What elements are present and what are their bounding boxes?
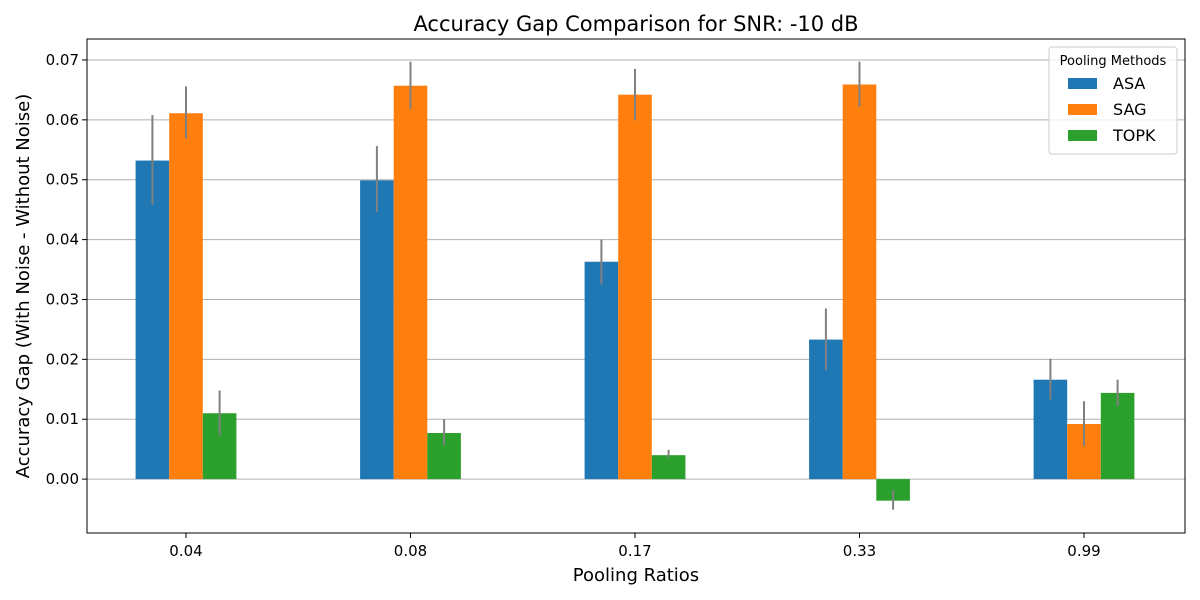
legend-swatch-sag (1068, 104, 1097, 115)
bar-asa-0.08 (360, 180, 394, 480)
legend-label-topk: TOPK (1112, 126, 1156, 145)
legend-label-asa: ASA (1113, 74, 1145, 93)
bar-sag-0.17 (618, 94, 652, 480)
legend-items: ASA SAG TOPK (1068, 74, 1156, 145)
y-tick-label: 0.04 (46, 231, 79, 249)
y-axis-label: Accuracy Gap (With Noise - Without Noise… (13, 94, 34, 479)
legend: Pooling Methods ASA SAG TOPK (1048, 46, 1178, 155)
y-tick-label: 0.01 (46, 410, 79, 428)
y-tick-label: 0.05 (46, 171, 79, 189)
bar-topk-0.99 (1100, 392, 1135, 480)
y-tick-label: 0.03 (46, 290, 79, 308)
y-tick-label: 0.00 (46, 470, 79, 488)
bar-sag-0.33 (842, 84, 877, 480)
x-tick-label: 0.08 (394, 542, 427, 560)
bar-sag-0.04 (169, 113, 203, 480)
y-tick-label: 0.07 (46, 51, 79, 69)
legend-title: Pooling Methods (1060, 54, 1167, 69)
legend-label-sag: SAG (1113, 100, 1147, 119)
legend-box (1048, 46, 1178, 155)
y-axis-ticks: 0.00 0.01 0.02 0.03 0.04 0.05 0.06 0.07 (46, 51, 87, 488)
plot-frame (86, 38, 1186, 534)
y-tick-label: 0.02 (46, 350, 79, 368)
x-tick-label: 0.04 (169, 542, 202, 560)
y-tick-label: 0.06 (46, 111, 79, 129)
x-tick-label: 0.17 (618, 542, 651, 560)
x-tick-label: 0.99 (1067, 542, 1100, 560)
x-axis-label: Pooling Ratios (573, 565, 699, 586)
x-axis-ticks: 0.04 0.08 0.17 0.33 0.99 (169, 533, 1101, 560)
bar-asa-0.04 (135, 160, 170, 480)
bars (135, 84, 1135, 501)
legend-swatch-asa (1068, 78, 1097, 89)
legend-swatch-topk (1068, 130, 1097, 141)
bar-asa-0.17 (584, 261, 619, 480)
bar-sag-0.08 (393, 85, 428, 480)
bar-topk-0.17 (651, 455, 686, 480)
error-bars (151, 61, 1119, 510)
chart-title: Accuracy Gap Comparison for SNR: -10 dB (413, 12, 858, 36)
x-tick-label: 0.33 (843, 542, 876, 560)
